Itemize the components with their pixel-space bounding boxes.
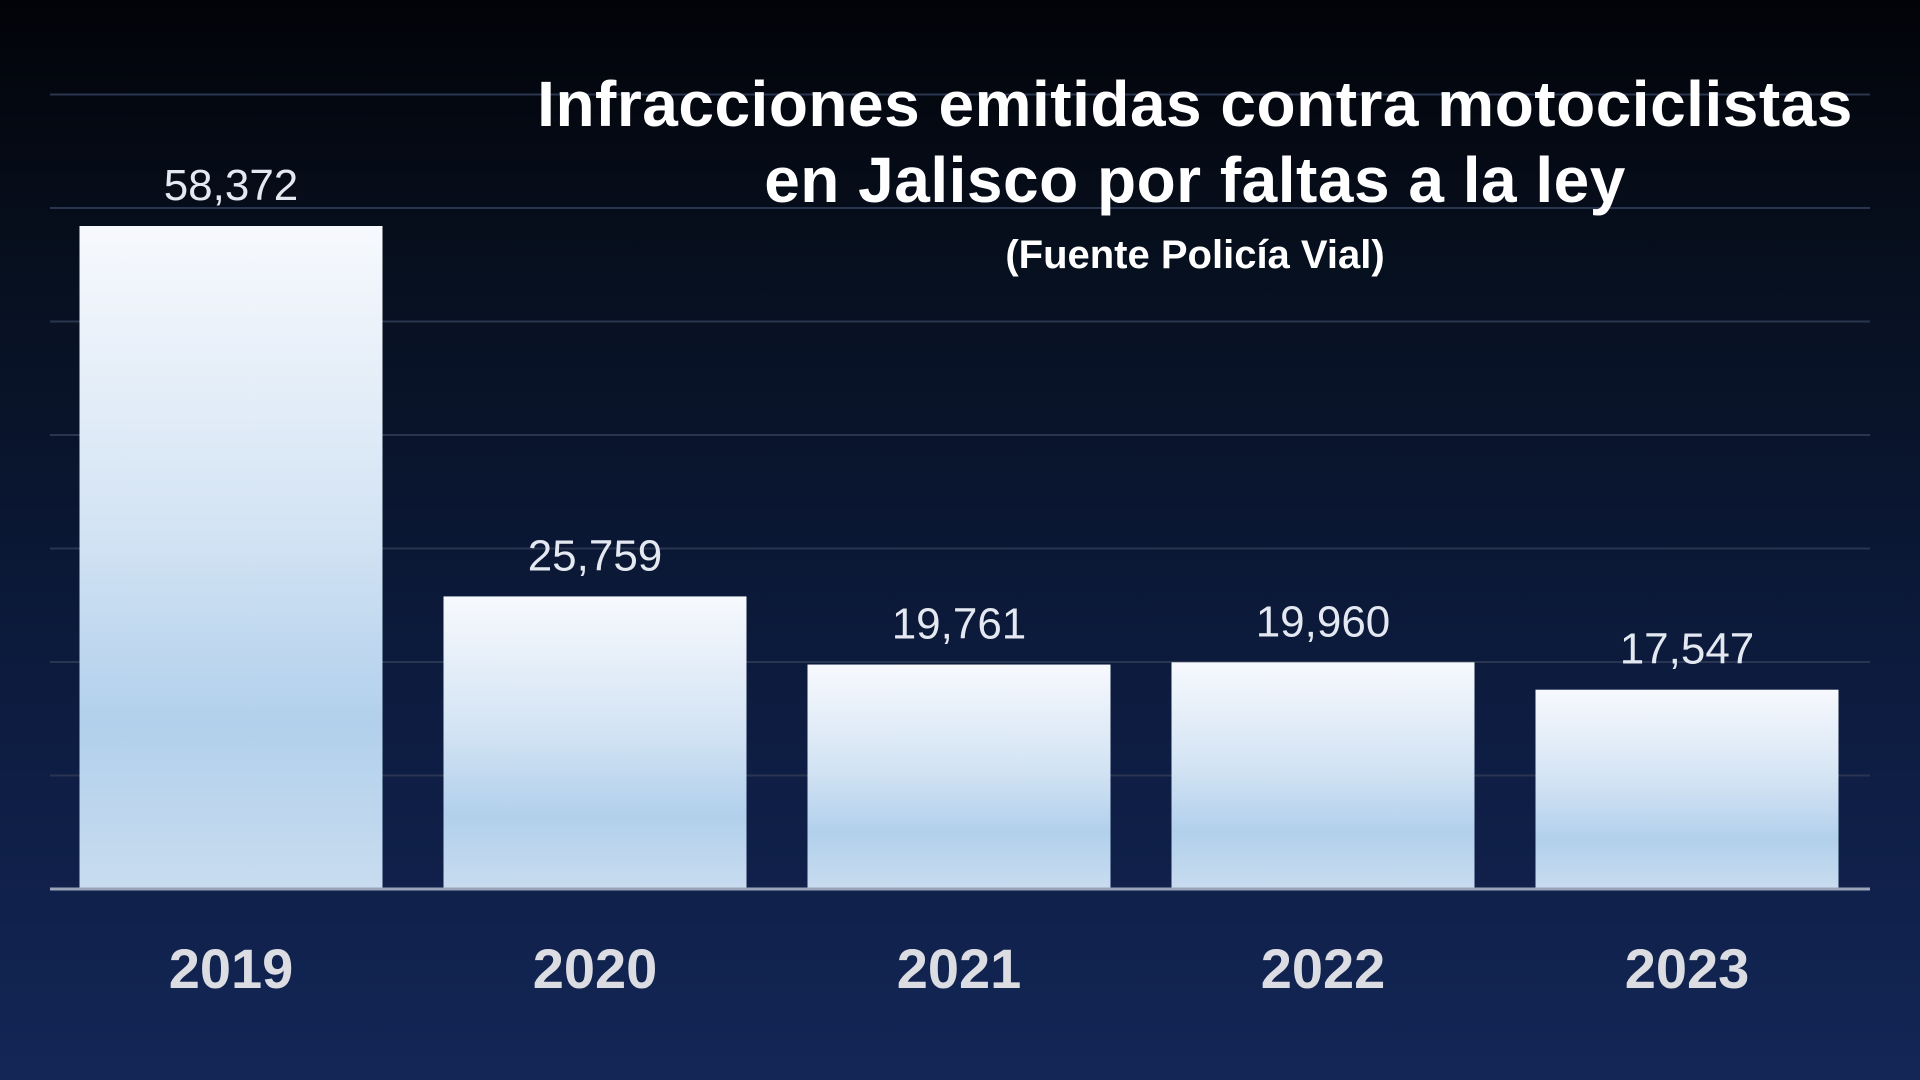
bar-2020: [443, 596, 747, 889]
value-label-2019: 58,372: [164, 161, 299, 210]
bar-2019: [79, 226, 383, 889]
chart-title-line-2: en Jalisco por faltas a la ley: [764, 144, 1626, 216]
category-label-2022: 2022: [1261, 937, 1386, 1000]
bar-2022: [1171, 662, 1475, 889]
bar-2023: [1535, 689, 1839, 889]
value-labels: 58,372 25,759 19,761 19,960 17,547: [164, 161, 1755, 674]
chart-title-line-1: Infracciones emitidas contra motociclist…: [537, 68, 1853, 140]
value-label-2021: 19,761: [892, 600, 1027, 649]
category-label-2021: 2021: [897, 937, 1022, 1000]
value-label-2023: 17,547: [1620, 625, 1755, 674]
chart-subtitle: (Fuente Policía Vial): [1005, 233, 1385, 277]
bars: [79, 226, 1839, 889]
chart-title-block: Infracciones emitidas contra motociclist…: [500, 66, 1890, 280]
bar-2021: [807, 664, 1111, 889]
category-label-2019: 2019: [169, 937, 294, 1000]
value-label-2020: 25,759: [528, 531, 663, 580]
value-label-2022: 19,960: [1256, 597, 1391, 646]
category-label-2023: 2023: [1625, 937, 1750, 1000]
category-label-2020: 2020: [533, 937, 658, 1000]
category-labels: 2019 2020 2021 2022 2023: [169, 937, 1750, 1000]
